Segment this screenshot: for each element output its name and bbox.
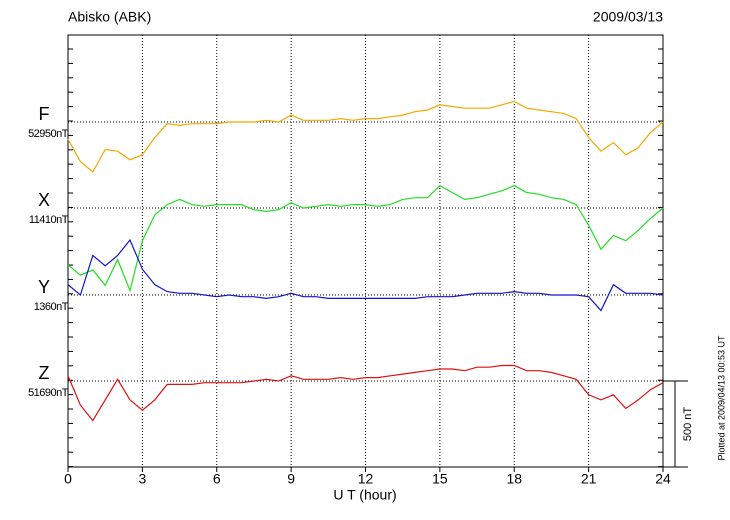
baseline-label: 52950nT [28,128,69,140]
footer: Plotted at 2009/04/13 00:53 UT [716,335,726,461]
x-axis-label: U T (hour) [333,487,396,503]
x-tick-label: 9 [287,471,295,487]
x-tick-label: 0 [64,471,72,487]
x-tick-label: 3 [138,471,146,487]
series-name: F [39,104,50,124]
x-tick-label: 12 [358,471,374,487]
x-tick-label: 15 [432,471,448,487]
baseline-label: 1360nT [34,301,69,313]
series-line [67,184,664,293]
x-tick-label: 18 [506,471,522,487]
series-line [67,238,664,312]
date: 2009/03/13 [593,9,663,25]
series-name: Y [38,277,50,297]
scale-label: 500 nT [682,407,694,442]
series-name: Z [39,363,50,383]
x-tick-label: 21 [581,471,597,487]
baseline-label: 11410nT [29,214,69,226]
chart-title: Abisko (ABK) [68,9,151,25]
x-tick-label: 6 [213,471,221,487]
x-tick-label: 24 [655,471,671,487]
series-line [67,364,664,422]
series-name: X [38,190,50,210]
baseline-label: 51690nT [28,387,69,399]
series-line [67,100,664,173]
